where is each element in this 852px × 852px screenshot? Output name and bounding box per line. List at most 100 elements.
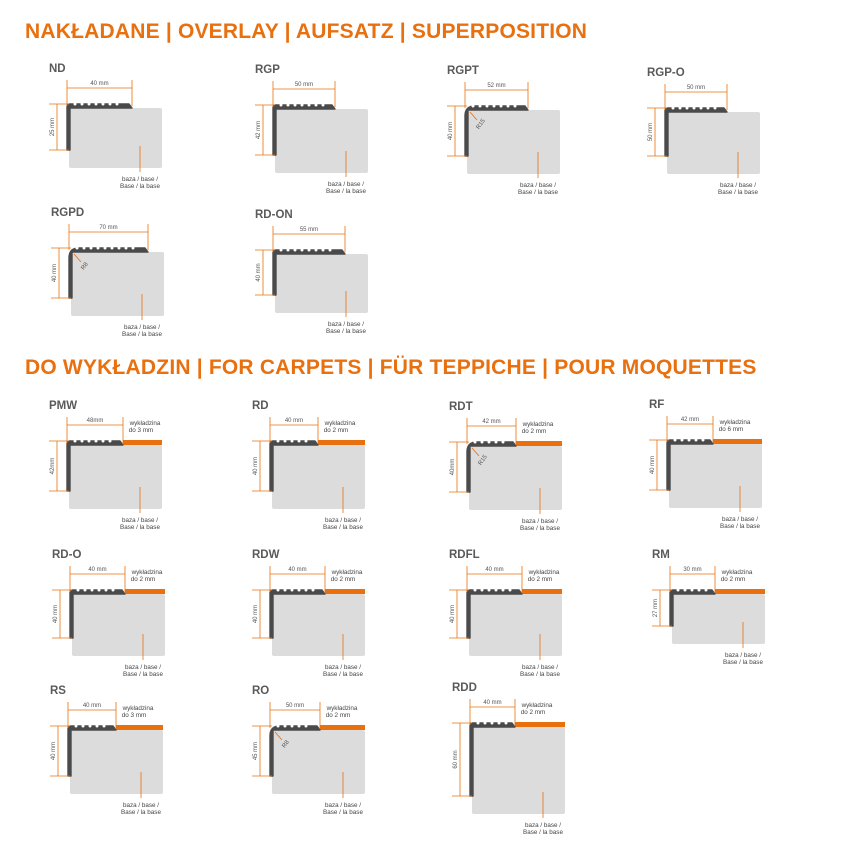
- groove: [694, 438, 698, 442]
- groove: [290, 439, 294, 443]
- profile-title: RGPT: [447, 65, 479, 77]
- carpet-strip: [320, 725, 365, 730]
- carpet-strip: [713, 439, 762, 444]
- width-label: 40 mm: [83, 703, 101, 709]
- profile-rgpd: RGPD 70 mm 40 mm R8 baza / base /Base / la b…: [51, 207, 164, 338]
- groove: [476, 721, 480, 725]
- base-block: [72, 594, 165, 656]
- groove: [94, 439, 98, 443]
- groove: [676, 588, 680, 592]
- groove: [290, 588, 294, 592]
- base-label: baza / base /: [522, 664, 558, 671]
- base-label: Base / la base: [121, 809, 161, 816]
- groove: [276, 724, 280, 728]
- profile-shape: [68, 247, 149, 299]
- groove: [108, 439, 112, 443]
- height-label: 40 mm: [53, 605, 59, 623]
- base-label: Base / la base: [323, 809, 363, 816]
- width-label: 40 mm: [285, 418, 303, 424]
- profile-nd: ND 40 mm 25 mm baza / base /Base / la base: [49, 63, 162, 190]
- carpet-label: do 2 mm: [522, 428, 547, 435]
- base-label: Base / la base: [520, 525, 560, 532]
- carpet-label: do 3 mm: [122, 712, 147, 719]
- groove: [97, 588, 101, 592]
- profile-rgpt: RGPT 52 mm 40 mm R15 baza / base /Base / la …: [447, 65, 560, 196]
- groove: [304, 439, 308, 443]
- carpet-strip: [116, 725, 163, 730]
- groove: [478, 104, 482, 108]
- radius-label: R8: [81, 261, 91, 271]
- carpet-label: wykładzina: [324, 420, 356, 427]
- groove: [685, 106, 689, 110]
- base-block: [469, 446, 562, 510]
- groove: [307, 103, 311, 107]
- groove: [506, 104, 510, 108]
- width-label: 70 mm: [99, 225, 117, 231]
- groove: [115, 102, 119, 106]
- groove: [103, 246, 107, 250]
- groove: [671, 106, 675, 110]
- groove: [297, 724, 301, 728]
- base-block: [272, 594, 365, 656]
- base-label: baza / base /: [125, 664, 161, 671]
- base-label: Base / la base: [723, 659, 763, 666]
- groove: [304, 724, 308, 728]
- base-label: baza / base /: [123, 802, 159, 809]
- base-label: baza / base /: [722, 516, 758, 523]
- groove: [704, 588, 708, 592]
- carpet-label: do 2 mm: [324, 427, 349, 434]
- radius-leader: [274, 731, 283, 741]
- carpet-strip: [325, 589, 365, 594]
- groove: [90, 588, 94, 592]
- section-heading-overlay: NAKŁADANE | OVERLAY | AUFSATZ | SUPERPOS…: [25, 20, 588, 43]
- radius-label: R8: [282, 739, 292, 749]
- base-label: Base / la base: [122, 331, 162, 338]
- base-label: Base / la base: [326, 188, 366, 195]
- groove: [321, 103, 325, 107]
- groove: [283, 588, 287, 592]
- base-label: baza / base /: [328, 321, 364, 328]
- groove: [95, 724, 99, 728]
- base-block: [472, 727, 565, 814]
- base-label: baza / base /: [725, 652, 761, 659]
- base-label: Base / la base: [120, 183, 160, 190]
- groove: [494, 588, 498, 592]
- groove: [76, 588, 80, 592]
- profile-title: PMW: [49, 400, 77, 412]
- carpet-label: wykładzina: [522, 421, 554, 428]
- profile-rd-on: RD-ON 55 mm 40 mm baza / base /Base / la ba…: [255, 209, 368, 335]
- groove: [483, 721, 487, 725]
- carpet-label: do 2 mm: [131, 576, 156, 583]
- groove: [471, 104, 475, 108]
- base-label: Base / la base: [718, 189, 758, 196]
- base-block: [71, 252, 164, 316]
- radius-label: R15: [478, 454, 490, 467]
- base-block: [272, 730, 365, 794]
- profile-title: RO: [252, 685, 269, 697]
- carpet-strip: [123, 440, 162, 445]
- groove: [314, 103, 318, 107]
- base-block: [275, 109, 368, 173]
- height-label: 40 mm: [253, 605, 259, 623]
- profile-shape: [464, 105, 529, 157]
- height-label: 40 mm: [256, 263, 262, 281]
- base-label: Base / la base: [720, 523, 760, 530]
- profile-shape: [466, 441, 517, 493]
- groove: [83, 588, 87, 592]
- profile-title: RS: [50, 685, 66, 697]
- groove: [111, 588, 115, 592]
- section-heading-carpets: DO WYKŁADZIN | FOR CARPETS | FÜR TEPPICH…: [25, 356, 757, 379]
- profile-rgp: RGP 50 mm 42 mm baza / base /Base / la base: [255, 64, 368, 195]
- carpet-strip: [522, 589, 562, 594]
- height-label: 40 mm: [51, 742, 57, 760]
- carpet-label: wykładzina: [721, 569, 753, 576]
- carpet-label: do 2 mm: [721, 576, 746, 583]
- groove: [490, 721, 494, 725]
- carpet-label: wykładzina: [122, 705, 154, 712]
